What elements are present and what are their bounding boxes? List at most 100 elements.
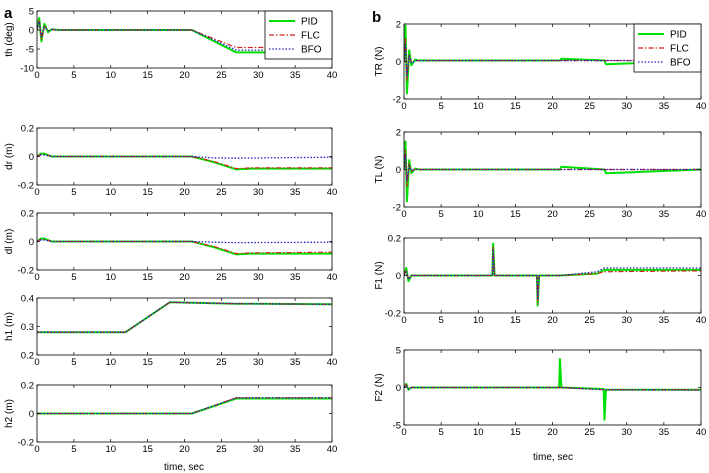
y-axis-label-h2: h2 (m) — [4, 399, 15, 428]
y-tick-label-h1: 0.3 — [21, 322, 34, 333]
x-tick-label-TL: 0 — [401, 209, 406, 220]
series-line-dl-bfo — [37, 239, 332, 244]
y-tick-label-F2: -5 — [393, 421, 401, 432]
x-tick-label-TR: 25 — [584, 101, 595, 112]
x-tick-label-F1: 0 — [401, 315, 406, 326]
series-line-dl-pid — [37, 237, 332, 256]
x-tick-label-TL: 20 — [547, 209, 558, 220]
y-axis-label-th: th (deg) — [4, 22, 15, 56]
x-tick-label-h1: 0 — [34, 357, 39, 368]
series-group-h1 — [37, 301, 332, 334]
y-tick-label-h1: 0.4 — [21, 294, 34, 305]
x-tick-label-dr: 5 — [71, 187, 76, 198]
legend-TR: PID FLC BFO — [633, 23, 702, 73]
x-tick-label-h1: 10 — [105, 357, 116, 368]
y-tick-label-F1: 0 — [396, 271, 401, 282]
y-axis-label-TL: TL (N) — [374, 156, 385, 184]
x-tick-label-F2: 25 — [584, 427, 595, 438]
legend-th: PID FLC BFO — [264, 10, 333, 60]
plot-area-h1 — [37, 298, 332, 355]
x-tick-label-TL: 25 — [584, 209, 595, 220]
x-tick-label-dl: 20 — [179, 272, 190, 283]
x-tick-label-TR: 15 — [510, 101, 521, 112]
x-tick-label-dr: 20 — [179, 187, 190, 198]
x-tick-label-dr: 35 — [290, 187, 301, 198]
x-tick-label-F2: 30 — [621, 427, 632, 438]
series-group-th — [37, 16, 332, 54]
x-tick-label-dr: 30 — [253, 187, 264, 198]
series-group-dr — [37, 152, 332, 171]
y-tick-label-th: 0 — [29, 26, 34, 37]
x-tick-label-th: 20 — [179, 70, 190, 81]
x-tick-label-dl: 10 — [105, 272, 116, 283]
x-tick-label-h2: 5 — [71, 444, 76, 455]
x-tick-label-dr: 0 — [34, 187, 39, 198]
y-axis-label-F1: F1 (N) — [374, 261, 385, 289]
x-tick-label-h2: 10 — [105, 444, 116, 455]
x-tick-label-th: 0 — [34, 70, 39, 81]
x-tick-label-F1: 15 — [510, 315, 521, 326]
x-tick-label-dl: 25 — [216, 272, 227, 283]
x-tick-label-TL: 15 — [510, 209, 521, 220]
x-axis-label-b: time, sec — [533, 452, 573, 463]
legend-label-flc: FLC — [301, 31, 320, 42]
y-tick-label-th: -5 — [26, 45, 34, 56]
x-tick-label-F2: 40 — [696, 427, 707, 438]
x-tick-label-th: 30 — [253, 70, 264, 81]
x-tick-label-F1: 30 — [621, 315, 632, 326]
series-group-F2 — [404, 358, 701, 421]
panel-label-b: b — [372, 9, 381, 26]
y-tick-label-h2: 0 — [29, 409, 34, 420]
x-tick-label-dr: 25 — [216, 187, 227, 198]
x-tick-label-dl: 40 — [327, 272, 338, 283]
x-tick-label-h2: 40 — [327, 444, 338, 455]
x-tick-label-TL: 10 — [473, 209, 484, 220]
x-tick-label-TL: 40 — [696, 209, 707, 220]
x-tick-label-TL: 35 — [659, 209, 670, 220]
x-tick-label-TR: 5 — [438, 101, 443, 112]
x-tick-label-F2: 5 — [438, 427, 443, 438]
x-tick-label-h1: 40 — [327, 357, 338, 368]
y-tick-label-th: 5 — [29, 7, 34, 18]
y-tick-label-h2: -0.2 — [18, 438, 34, 449]
x-tick-label-TR: 20 — [547, 101, 558, 112]
x-axis-label-a: time, sec — [164, 462, 204, 473]
x-tick-label-dl: 30 — [253, 272, 264, 283]
subplot-dr: 0 5 10 15 20 25 30 35 40-0.200.2dr (m) — [4, 124, 337, 199]
series-line-F2-bfo — [404, 384, 701, 391]
y-tick-label-dl: 0 — [29, 237, 34, 248]
y-tick-label-F2: 5 — [396, 346, 401, 357]
series-line-dr-pid — [37, 152, 332, 171]
x-tick-label-th: 25 — [216, 70, 227, 81]
series-line-TR-flc — [404, 38, 701, 81]
x-tick-label-th: 5 — [71, 70, 76, 81]
series-line-h1-bfo — [37, 301, 332, 333]
series-group-TL — [404, 140, 701, 203]
y-tick-label-dr: -0.2 — [18, 181, 34, 192]
legend-box-TR — [633, 23, 702, 73]
y-tick-label-TL: 2 — [396, 128, 401, 139]
x-tick-label-h2: 35 — [290, 444, 301, 455]
y-tick-label-F1: 0.2 — [388, 234, 401, 245]
x-tick-label-TR: 40 — [696, 101, 707, 112]
y-axis-label-h1: h1 (m) — [4, 312, 15, 341]
x-tick-label-dl: 5 — [71, 272, 76, 283]
x-tick-label-h1: 5 — [71, 357, 76, 368]
y-tick-label-TR: 0 — [396, 57, 401, 68]
x-tick-label-dl: 0 — [34, 272, 39, 283]
x-tick-label-h1: 25 — [216, 357, 227, 368]
x-tick-label-TL: 5 — [438, 209, 443, 220]
x-tick-label-th: 35 — [290, 70, 301, 81]
x-tick-label-F2: 20 — [547, 427, 558, 438]
y-tick-label-TR: -2 — [393, 95, 401, 106]
legend-label-pid: PID — [301, 17, 318, 28]
subplot-h1: 0 5 10 15 20 25 30 35 40 0.2 0.3 0.4 h1 (m) — [4, 294, 337, 369]
x-tick-label-F1: 10 — [473, 315, 484, 326]
legend-label-pid: PID — [670, 30, 687, 41]
series-group-h2 — [37, 397, 332, 415]
legend-label-bfo: BFO — [301, 45, 322, 56]
series-group-TR — [404, 24, 701, 95]
